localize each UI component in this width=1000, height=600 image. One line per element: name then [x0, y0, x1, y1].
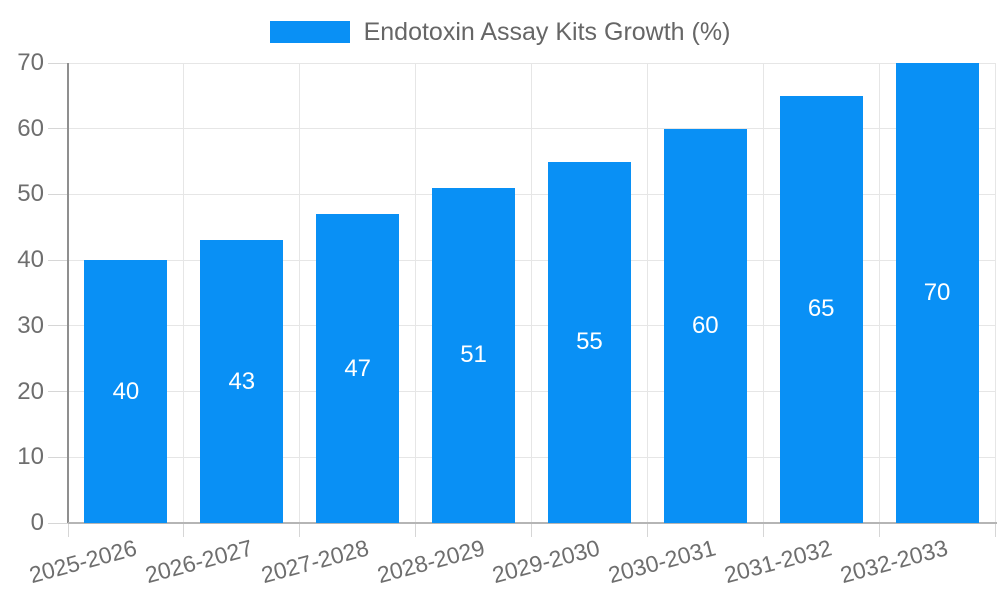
x-axis-tick	[531, 523, 532, 537]
x-axis-tick	[299, 523, 301, 537]
gridline-vertical	[878, 63, 880, 523]
y-axis-tick	[48, 456, 68, 458]
y-axis-tick	[48, 522, 68, 524]
x-axis-tick	[415, 523, 417, 537]
y-axis-tick	[48, 391, 68, 393]
y-axis-tick-label: 30	[17, 311, 44, 339]
bar-value-label: 51	[460, 341, 487, 369]
y-axis-tick-label: 70	[17, 49, 44, 76]
gridline-vertical	[531, 63, 532, 523]
y-axis-tick	[48, 62, 68, 64]
gridline-vertical	[299, 63, 301, 523]
y-axis-tick-label: 50	[17, 180, 44, 208]
bar-value-label: 55	[576, 328, 603, 356]
gridline-vertical	[994, 63, 996, 523]
bar-value-label: 65	[807, 295, 835, 323]
bar-value-label: 70	[923, 279, 951, 306]
legend-swatch	[269, 21, 350, 43]
bar-2027-2028	[316, 214, 400, 523]
y-axis-tick	[48, 193, 68, 195]
y-axis-tick	[48, 325, 68, 327]
y-axis-tick-label: 20	[17, 377, 44, 405]
y-axis-tick	[48, 128, 68, 130]
y-axis-tick-label: 40	[17, 246, 44, 274]
y-axis-tick-label: 60	[17, 114, 44, 142]
x-axis-tick	[994, 523, 996, 537]
bar-2032-2033	[895, 63, 979, 523]
y-axis-tick-label: 0	[30, 509, 44, 536]
x-axis-tick	[762, 523, 764, 537]
gridline-vertical	[762, 63, 764, 523]
chart-legend[interactable]: Endotoxin Assay Kits Growth (%)	[0, 18, 1000, 46]
chart-title: Endotoxin Assay Kits Growth (%)	[363, 18, 731, 46]
bar-2028-2029	[432, 187, 516, 523]
bar-2026-2027	[200, 240, 284, 523]
x-axis-tick	[646, 523, 648, 537]
bar-2031-2032	[779, 95, 863, 523]
gridline-vertical	[646, 63, 648, 523]
x-axis-tick	[183, 523, 185, 537]
bar-2025-2026	[84, 260, 168, 523]
x-axis-tick	[67, 523, 69, 537]
bar-value-label: 40	[112, 377, 140, 405]
bar-value-label: 43	[228, 367, 256, 395]
y-axis-tick	[48, 259, 68, 261]
bar-2030-2031	[663, 128, 747, 523]
x-axis-tick	[878, 523, 880, 537]
y-axis-line	[67, 63, 69, 523]
x-axis-line	[68, 522, 997, 524]
bar-2029-2030	[547, 161, 631, 523]
bar-value-label: 60	[691, 311, 719, 339]
y-axis-tick-label: 10	[17, 443, 44, 471]
gridline-vertical	[183, 63, 185, 523]
gridline-vertical	[415, 63, 417, 523]
bar-value-label: 47	[344, 354, 372, 382]
